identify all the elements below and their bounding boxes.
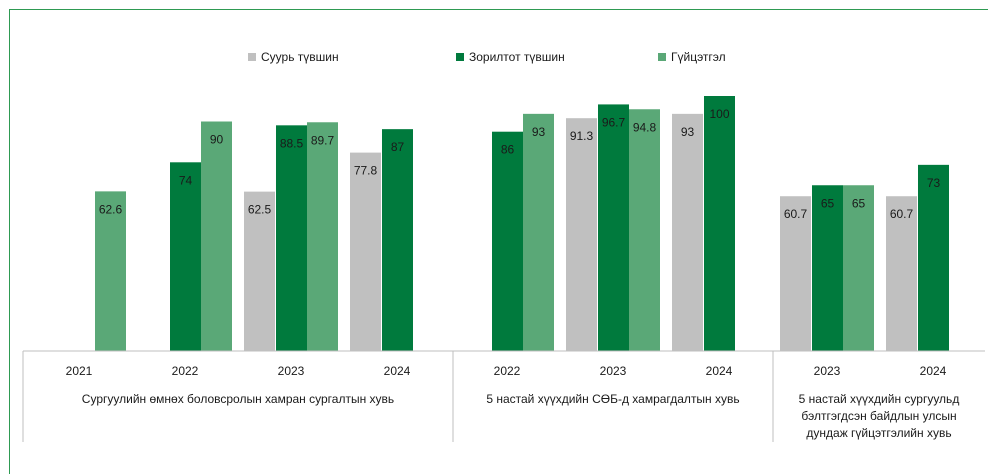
legend-swatch (248, 53, 256, 61)
data-label: 91.3 (570, 129, 594, 143)
year-label-2023: 2023 (814, 364, 841, 378)
legend-item-1: Суурь түвшин (248, 50, 339, 64)
group-label: 5 настай хүүхдийн СӨБ-д хамрагдалтын хув… (486, 392, 739, 406)
legend-swatch (456, 53, 464, 61)
data-label: 86 (501, 143, 515, 157)
year-label-2021: 2021 (66, 364, 93, 378)
year-label-2023: 2023 (278, 364, 305, 378)
data-label: 77.8 (354, 164, 378, 178)
data-label: 93 (681, 125, 695, 139)
group-label: Сургуулийн өмнөх боловсролын хамран сург… (82, 392, 394, 406)
legend-item-2: Зорилтот түвшин (456, 50, 565, 64)
bar-2024-зорилтот-түвшин (918, 164, 949, 351)
legend-label: Зорилтот түвшин (469, 50, 565, 64)
bar-2023-гүйцэтгэл (843, 185, 874, 351)
data-label: 93 (532, 125, 546, 139)
data-label: 60.7 (890, 207, 914, 221)
data-label: 96.7 (602, 115, 626, 129)
bar-2021-гүйцэтгэл (95, 191, 126, 351)
bar-2023-суурь-түвшин (566, 118, 597, 351)
group-label: дундаж гүйцэтгэлийн хувь (806, 426, 951, 440)
year-label-2023: 2023 (600, 364, 627, 378)
group-label: 5 настай хүүхдийн сургуульд (799, 392, 960, 406)
bar-2024-суурь-түвшин (886, 196, 917, 351)
bar-2022-гүйцэтгэл (201, 121, 232, 351)
bar-2023-зорилтот-түвшин (276, 125, 307, 351)
year-label-2024: 2024 (706, 364, 733, 378)
bar-2022-зорилтот-түвшин (492, 131, 523, 351)
bar-2024-зорилтот-түвшин (382, 129, 413, 351)
data-label: 90 (210, 133, 224, 147)
data-label: 60.7 (784, 207, 808, 221)
data-label: 62.5 (248, 203, 272, 217)
legend: Суурь түвшин Зорилтот түвшин Гүйцэтгэл (248, 50, 726, 64)
bar-2023-гүйцэтгэл (307, 122, 338, 351)
data-label: 65 (821, 196, 835, 210)
data-label: 89.7 (311, 133, 335, 147)
group-3: 60.7 65 65 60.7 73 (780, 164, 949, 351)
bars-layer: 62.6 74 90 62.5 88.5 89.7 77.8 87 86 93 91.3 96.7 94… (95, 96, 949, 351)
bar-2023-суурь-түвшин (780, 196, 811, 351)
data-label: 62.6 (99, 202, 123, 216)
bar-2023-суурь-түвшин (244, 191, 275, 351)
group-label: бэлтгэгдсэн байдлын улсын (801, 409, 956, 423)
bar-2024-зорилтот-түвшин (704, 96, 735, 351)
year-label-2022: 2022 (172, 364, 199, 378)
data-label: 73 (927, 176, 941, 190)
bar-2023-гүйцэтгэл (629, 109, 660, 351)
year-label-2024: 2024 (384, 364, 411, 378)
data-label: 65 (852, 196, 866, 210)
group-2: 86 93 91.3 96.7 94.8 93 100 (492, 96, 735, 351)
bar-2022-гүйцэтгэл (523, 113, 554, 351)
bar-2023-зорилтот-түвшин (598, 104, 629, 351)
year-label-2024: 2024 (920, 364, 947, 378)
data-label: 94.8 (633, 120, 657, 134)
category-axis: 2021 2022 2023 2024 Сургуулийн өмнөх боловср… (22, 350, 985, 442)
year-label-2022: 2022 (494, 364, 521, 378)
legend-swatch (658, 53, 666, 61)
legend-label: Гүйцэтгэл (671, 50, 726, 64)
bar-2024-суурь-түвшин (672, 113, 703, 351)
bar-2023-зорилтот-түвшин (812, 185, 843, 351)
data-label: 88.5 (280, 136, 304, 150)
data-label: 100 (709, 107, 729, 121)
frame-border (9, 9, 988, 474)
legend-item-3: Гүйцэтгэл (658, 50, 726, 64)
bar-2022-зорилтот-түвшин (170, 162, 201, 351)
group-1: 62.6 74 90 62.5 88.5 89.7 77.8 87 (95, 121, 413, 351)
legend-label: Суурь түвшин (261, 50, 339, 64)
data-label: 74 (179, 173, 193, 187)
bar-2024-суурь-түвшин (350, 152, 381, 351)
data-label: 87 (391, 140, 405, 154)
